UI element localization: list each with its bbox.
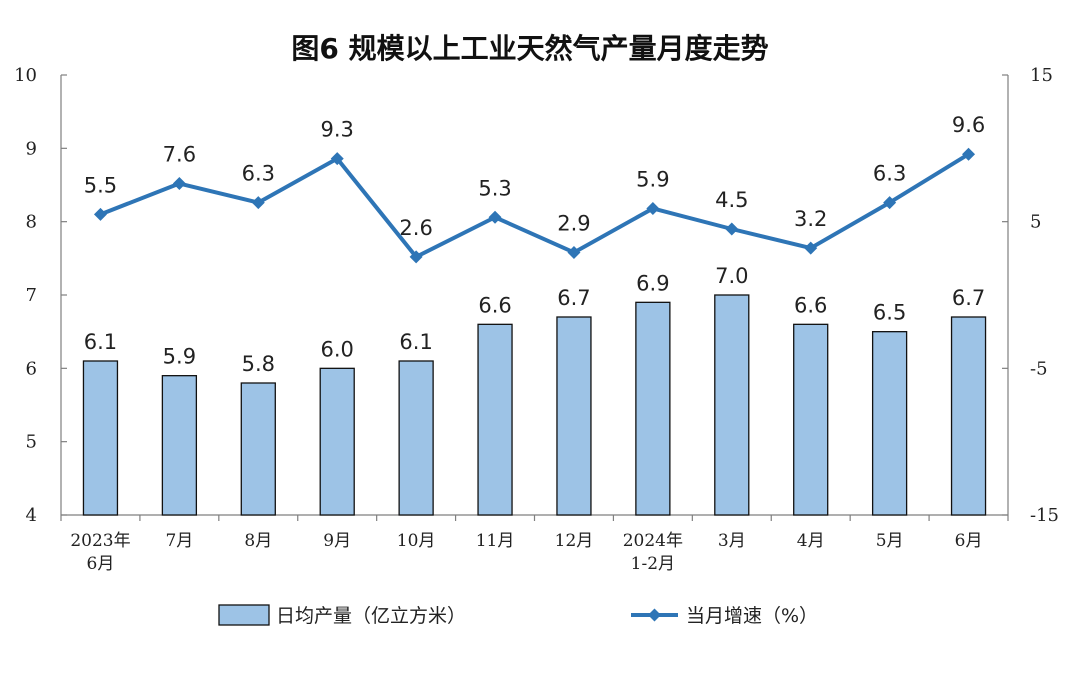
bar-value-label: 5.9: [163, 345, 196, 369]
line-value-label: 9.3: [321, 118, 354, 142]
bar: [240, 382, 276, 516]
line-value-label: 6.3: [873, 162, 906, 186]
category-label: 8月: [244, 531, 272, 551]
bar-series: [82, 294, 987, 516]
right-tick-label: -5: [1030, 358, 1048, 379]
line-value-label: 7.6: [163, 143, 196, 167]
left-tick-label: 10: [14, 65, 37, 86]
bar: [793, 323, 829, 516]
category-label: 9月: [323, 531, 351, 551]
bar-value-label: 6.7: [557, 286, 590, 310]
line-value-label: 3.2: [794, 207, 827, 231]
bar: [398, 360, 434, 516]
category-label: 5月: [876, 531, 904, 551]
line-series: [93, 147, 976, 264]
line-point-marker: [251, 196, 265, 210]
category-label: 3月: [718, 531, 746, 551]
chart-title: 图6 规模以上工业天然气产量月度走势: [291, 32, 768, 65]
bar-value-label: 6.1: [399, 330, 432, 354]
left-tick-label: 9: [26, 138, 37, 159]
bar-value-label: 6.6: [794, 293, 827, 317]
right-tick-label: 5: [1030, 212, 1041, 233]
bar-data-labels: 6.1 5.9 5.8 6.0 6.1 6.6 6.7 6.9 7.0 6.6 6.5 6.7: [84, 264, 985, 376]
category-label: 6月: [87, 554, 115, 574]
line-value-label: 5.3: [478, 176, 511, 200]
line-point-marker: [567, 245, 581, 259]
right-axis-ticks: -15 -5 5 15: [1002, 65, 1059, 526]
line-value-label: 5.9: [636, 167, 669, 191]
category-label: 4月: [797, 531, 825, 551]
bar-value-label: 7.0: [715, 264, 748, 288]
left-tick-label: 8: [26, 212, 37, 233]
right-tick-label: 15: [1030, 65, 1053, 86]
line-point-marker: [488, 210, 502, 224]
bar: [82, 360, 119, 516]
line-point-marker: [646, 201, 660, 215]
category-label: 2023年: [70, 531, 130, 551]
line-value-label: 6.3: [242, 162, 275, 186]
bar: [871, 331, 908, 516]
line-data-labels: 5.5 7.6 6.3 9.3 2.6 5.3 2.9 5.9 4.5 3.2 6.3 9.6: [84, 113, 985, 240]
line-value-label: 2.6: [399, 216, 432, 240]
bar-value-label: 6.1: [84, 330, 117, 354]
bar: [477, 323, 513, 516]
line-point-marker: [172, 177, 186, 191]
line-point-marker: [330, 152, 344, 166]
category-label: 7月: [165, 531, 193, 551]
left-tick-label: 6: [26, 358, 37, 379]
category-label: 2024年: [623, 531, 683, 551]
legend-bar-swatch: [218, 604, 270, 626]
category-label: 10月: [397, 531, 436, 551]
bar: [161, 375, 198, 516]
bar: [635, 301, 671, 516]
legend: 日均产量（亿立方米） 当月增速（%）: [218, 604, 818, 627]
left-tick-label: 7: [26, 285, 37, 306]
left-axis-ticks: 4 5 6 7 8 9 10: [14, 65, 67, 526]
bar: [556, 316, 592, 516]
line-point-marker: [409, 250, 423, 264]
bar-value-label: 6.9: [636, 271, 669, 295]
legend-line-label: 当月增速（%）: [686, 605, 818, 627]
line-point-marker: [725, 222, 739, 236]
bar: [319, 367, 355, 516]
category-label: 6月: [955, 531, 983, 551]
legend-bar-label: 日均产量（亿立方米）: [276, 605, 466, 627]
legend-line-marker: [648, 608, 661, 622]
bar-value-label: 5.8: [242, 352, 275, 376]
category-labels: 2023年 6月 7月 8月 9月 10月 11月 12月 2024年 1-2月 3月 4月 5月 6月: [60, 515, 1009, 574]
bar-value-label: 6.6: [478, 293, 511, 317]
line-value-label: 4.5: [715, 188, 748, 212]
line-point-marker: [962, 147, 976, 161]
bar-value-label: 6.7: [952, 286, 985, 310]
bar-value-label: 6.0: [321, 337, 354, 361]
left-tick-label: 4: [26, 505, 37, 526]
bar: [714, 294, 750, 516]
category-label: 11月: [476, 531, 515, 551]
right-tick-label: -15: [1030, 505, 1059, 526]
left-tick-label: 5: [26, 432, 37, 453]
line-value-label: 2.9: [557, 211, 590, 235]
line-point-marker: [883, 196, 897, 210]
growth-line: [99, 152, 970, 259]
line-point-marker: [93, 207, 107, 221]
bar: [950, 316, 987, 516]
line-value-label: 5.5: [84, 173, 117, 197]
category-label: 1-2月: [631, 554, 675, 574]
bar-value-label: 6.5: [873, 301, 906, 325]
category-label: 12月: [555, 531, 594, 551]
line-value-label: 9.6: [952, 113, 985, 137]
line-point-marker: [804, 241, 818, 255]
